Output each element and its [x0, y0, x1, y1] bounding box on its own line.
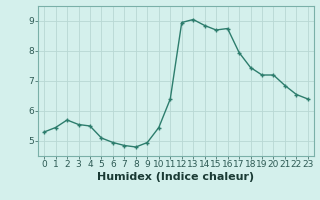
- X-axis label: Humidex (Indice chaleur): Humidex (Indice chaleur): [97, 172, 255, 182]
